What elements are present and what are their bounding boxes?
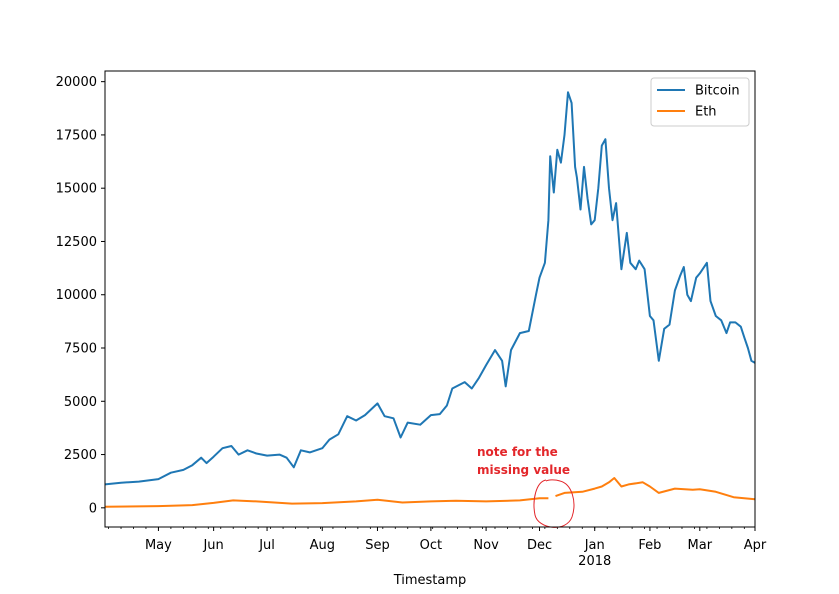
x-tick-label: Oct [420, 538, 442, 553]
plot-frame [104, 70, 756, 528]
x-axis-title: Timestamp [393, 573, 467, 588]
y-tick-label: 2500 [64, 448, 97, 463]
x-tick-label: Aug [310, 538, 335, 553]
x-tick-year-label: 2018 [578, 554, 611, 569]
x-tick-label: Apr [744, 538, 767, 553]
series-layer [104, 91, 756, 508]
series-line-bitcoin [104, 91, 756, 486]
x-tick-label: Sep [365, 538, 390, 553]
y-tick-label: 17500 [56, 128, 97, 143]
y-tick-label: 10000 [56, 288, 97, 303]
y-tick-label: 0 [89, 501, 97, 516]
annotation-circle [533, 479, 575, 528]
x-tick-label: Jul [258, 538, 275, 553]
x-tick-label: May [145, 538, 172, 553]
x-tick-label: Nov [473, 538, 499, 553]
y-tick-label: 15000 [56, 182, 97, 197]
y-tick-label: 7500 [64, 342, 97, 357]
y-tick-label: 5000 [64, 395, 97, 410]
x-tick-label: Feb [638, 538, 661, 553]
annotation-text: missing value [477, 463, 570, 477]
y-tick-label: 20000 [56, 75, 97, 90]
series-line-eth [104, 477, 756, 508]
y-tick-label: 12500 [56, 235, 97, 250]
legend-label: Bitcoin [695, 84, 740, 99]
x-tick-label: Mar [688, 538, 713, 553]
legend: Bitcoin Eth [650, 77, 750, 127]
annotation-layer: note for the missing value [477, 445, 575, 528]
axis-ticks: 0 2500 5000 7500 10000 12500 15000 17500 20000 Ma… [56, 75, 767, 569]
x-tick-label: Jan [584, 538, 605, 553]
x-tick-label: Dec [527, 538, 552, 553]
annotation-text: note for the [477, 445, 558, 459]
legend-label: Eth [695, 105, 717, 120]
x-tick-label: Jun [202, 538, 223, 553]
